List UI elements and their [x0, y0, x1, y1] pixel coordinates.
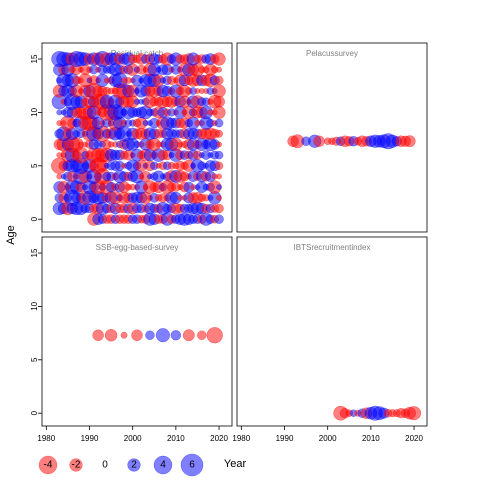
x-tick-label: 2000	[319, 434, 337, 443]
bubble-point	[215, 129, 224, 138]
y-tick-label: 10	[30, 301, 39, 310]
panel-points	[92, 327, 223, 344]
x-tick-label: 2010	[362, 434, 380, 443]
bubble-point	[212, 84, 226, 98]
bubble-point	[182, 329, 195, 342]
x-axis: 1980 1990 2000 2010 2020	[37, 426, 228, 443]
panel-title: Residual catch	[111, 49, 163, 58]
y-axis: 0 5 10 15	[30, 54, 42, 221]
bubble-point	[214, 150, 224, 160]
bubble-point	[213, 95, 225, 108]
size-legend: -4 -2 0 2 4 6	[38, 453, 204, 477]
panel-points	[51, 50, 226, 226]
bubble-point	[214, 161, 224, 171]
y-tick-label: 10	[30, 107, 39, 116]
legend-label: 4	[160, 460, 166, 471]
bubble-point	[214, 214, 224, 224]
panel-points	[333, 405, 422, 421]
bubble-point	[212, 52, 226, 66]
bubble-point	[92, 329, 104, 341]
x-tick-label: 2000	[124, 434, 142, 443]
legend-bubble	[38, 455, 58, 475]
x-tick-label: 1990	[81, 434, 99, 443]
panel-3: IBTSrecruitmentindex 1980 1990 2000 2010 2020	[232, 236, 428, 443]
bubble-point	[214, 203, 224, 214]
y-axis: 0 5 10 15	[30, 248, 42, 415]
x-tick-label: 1980	[232, 434, 250, 443]
bubble-point	[206, 327, 223, 344]
y-axis-label: Age	[5, 225, 17, 245]
panel-frame	[41, 236, 233, 427]
x-tick-label: 2020	[210, 434, 228, 443]
bubble-point	[403, 135, 416, 148]
bubble-point	[120, 331, 128, 339]
panel-points	[287, 133, 416, 150]
panel-frame	[41, 42, 233, 233]
panel-0: Residual catch 0 5 10 15	[30, 42, 233, 233]
legend-label: 2	[131, 460, 137, 471]
x-axis-label: Year	[224, 458, 247, 470]
bubble-point	[214, 75, 224, 85]
y-tick-label: 15	[30, 54, 39, 63]
bubble-point	[313, 135, 325, 147]
bubble-point	[216, 173, 222, 180]
y-tick-label: 0	[30, 410, 39, 415]
x-tick-label: 1990	[276, 434, 294, 443]
legend-bubble	[153, 455, 173, 475]
bubble-point	[216, 194, 222, 201]
y-tick-label: 5	[30, 357, 39, 362]
bubble-point	[216, 184, 222, 191]
legend-label: -2	[72, 460, 81, 471]
panel-frame	[236, 42, 428, 233]
bubble-point	[145, 330, 155, 340]
y-tick-label: 0	[30, 216, 39, 221]
bubble-point	[104, 328, 118, 342]
bubble-point	[197, 330, 207, 340]
legend-bubble	[127, 458, 141, 472]
x-tick-label: 2010	[167, 434, 185, 443]
panels-layer: Residual catch 0 5 10 15 Pelacussurvey SSB-egg…	[30, 42, 428, 443]
y-tick-label: 15	[30, 248, 39, 257]
panel-title: IBTSrecruitmentindex	[294, 243, 371, 252]
panel-2: SSB-egg-based-survey 0 5 10 15 1980 1990 2000 20…	[30, 236, 233, 443]
bubble-point	[216, 141, 222, 148]
y-tick-label: 5	[30, 163, 39, 168]
legend-bubble	[180, 453, 204, 477]
legend-label: 6	[189, 460, 195, 471]
bubble-point	[155, 328, 170, 343]
bubble-point	[214, 118, 224, 128]
panel-title: Pelacussurvey	[306, 49, 358, 58]
legend-label: -4	[44, 460, 53, 471]
bubble-point	[131, 329, 143, 341]
panel-frame	[236, 236, 428, 427]
bubble-point	[216, 66, 222, 73]
legend-label: 0	[102, 460, 108, 471]
x-axis: 1980 1990 2000 2010 2020	[232, 426, 423, 443]
bubble-point	[170, 330, 182, 341]
panel-title: SSB-egg-based-survey	[96, 243, 179, 252]
legend-bubble	[69, 458, 83, 472]
x-tick-label: 1980	[37, 434, 55, 443]
x-tick-label: 2020	[405, 434, 423, 443]
bubble-point	[406, 406, 422, 421]
panel-1: Pelacussurvey	[236, 42, 428, 233]
